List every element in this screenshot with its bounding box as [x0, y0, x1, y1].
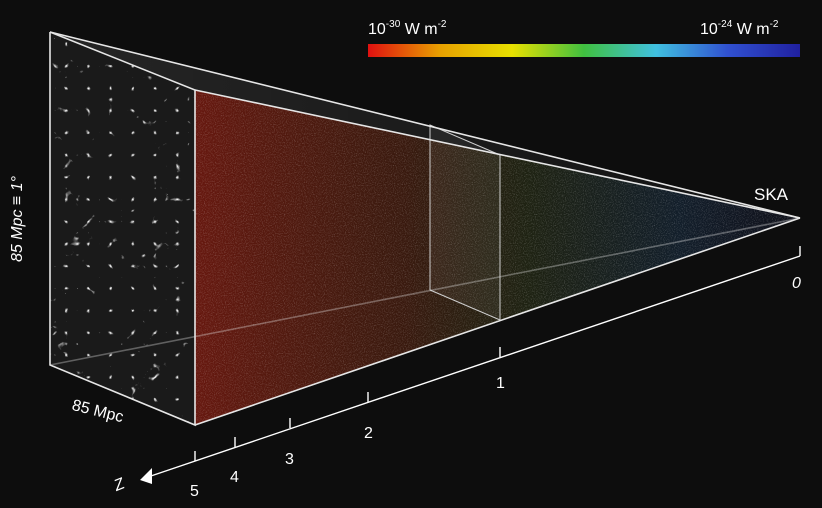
colorbar-min-base: 10: [368, 21, 386, 38]
z-tick-label-2: 2: [364, 425, 373, 442]
colorbar: [368, 44, 800, 57]
colorbar-max-label: 10-24 W m-2: [700, 20, 778, 38]
colorbar-max-base: 10: [700, 21, 718, 38]
z-tick-label-1: 1: [496, 375, 505, 392]
z-tick-label-5: 5: [190, 483, 199, 500]
cosmic-web-face: [50, 32, 195, 425]
z-axis: [144, 246, 801, 479]
colorbar-max-unit-exponent: -2: [769, 19, 779, 30]
angular-size-label: 85 Mpc ≡ 1°: [9, 176, 26, 262]
colorbar-max-unit: W m: [736, 21, 770, 38]
colorbar-min-exponent: -30: [385, 19, 401, 30]
z-tick-label-0: 0: [792, 275, 801, 292]
telescope-label: SKA: [754, 185, 789, 204]
cone-frame: [49, 31, 801, 427]
colorbar-min-unit-exponent: -2: [437, 19, 447, 30]
colorbar-min-label: 10-30 W m-2: [368, 20, 446, 38]
colorbar-max-exponent: -24: [717, 19, 733, 30]
slice-plane: [429, 124, 501, 321]
z-tick-label-3: 3: [285, 451, 294, 468]
z-axis-arrow: [140, 468, 152, 484]
z-tick-label-4: 4: [230, 469, 239, 486]
colorbar-min-unit: W m: [404, 21, 438, 38]
